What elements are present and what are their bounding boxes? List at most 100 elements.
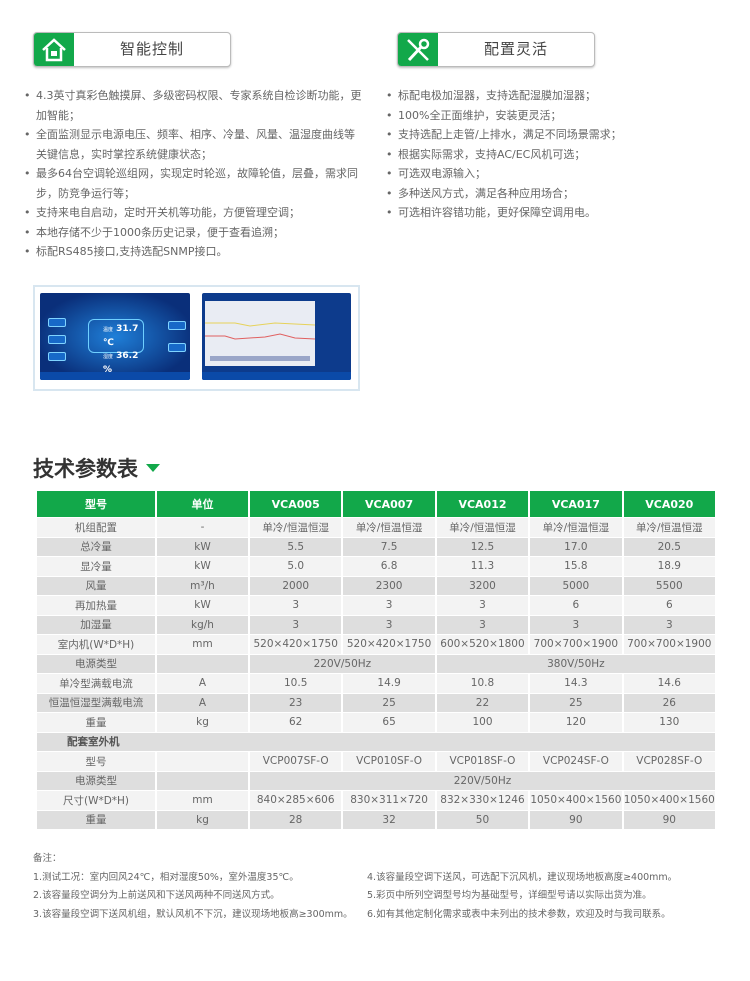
table-row: 尺寸(W*D*H) mm 840×285×606 830×311×720 832×330… [37,791,715,810]
list-item: 支持来电自启动，定时开关机等功能，方便管理空调； [24,203,364,223]
badge-flexible-config: 配置灵活 [397,32,595,67]
value-cell: 220V/50Hz [250,771,715,790]
unit-cell [157,654,248,673]
unit-cell [157,752,248,771]
value-cell: 830×311×720 [343,791,435,810]
value-cell: 3 [436,596,529,615]
unit-cell: kg [157,713,248,732]
notes-left: 备注： 1.测试工况：室内回风24℃，相对湿度50%，室外温度35℃。 2.该容… [33,850,363,924]
value-cell: 100 [436,713,529,732]
list-item: 4.3英寸真彩色触摸屏、多级密码权限、专家系统自检诊断功能，更加智能； [24,86,364,125]
column-header: VCA005 [250,491,342,517]
value-cell: 3 [343,596,435,615]
column-header: VCA012 [436,491,529,517]
row-label: 总冷量 [37,537,155,556]
value-cell: 25 [530,693,622,712]
unit-cell: kg [157,810,248,829]
section-title: 技术参数表 [33,453,160,483]
unit-cell: kW [157,537,248,556]
value-cell: 50 [436,810,529,829]
value-cell: 65 [343,713,435,732]
value-cell: 10.5 [250,674,342,693]
unit-cell: - [157,518,248,537]
value-cell: 90 [623,810,715,829]
list-item: 100%全正面维护，安装更灵活； [386,106,686,126]
value-cell: 单冷/恒温恒湿 [623,518,715,537]
value-cell: 6 [623,596,715,615]
temp-readout: 温度 31.7 ℃ 湿度 36.2 % [88,319,144,375]
value-cell: 3 [436,615,529,634]
row-label: 型号 [37,752,155,771]
value-cell: 130 [623,713,715,732]
value-cell: 520×420×1750 [250,635,342,654]
badge-label: 智能控制 [119,40,184,58]
unit-cell: kW [157,596,248,615]
list-item: 标配RS485接口,支持选配SNMP接口。 [24,242,364,262]
column-header: VCA017 [530,491,622,517]
value-cell: 7.5 [343,537,435,556]
features-right-list: 标配电极加湿器，支持选配湿膜加湿器； 100%全正面维护，安装更灵活； 支持选配… [386,86,686,223]
section-title-text: 技术参数表 [33,457,138,481]
table-section-row: 配套室外机 [37,732,715,751]
value-cell: 3 [530,615,622,634]
table-row: 显冷量 kW 5.0 6.8 11.3 15.8 18.9 [37,557,715,576]
value-cell: 22 [436,693,529,712]
value-cell: 5500 [623,576,715,595]
notes-right: 4.该容量段空调下送风，可选配下沉风机，建议现场地板高度≥400mm。 5.彩页… [367,869,737,925]
table-row: 恒温恒湿型满载电流 A 23 25 22 25 26 [37,693,715,712]
column-header: VCA020 [623,491,715,517]
unit-cell [157,771,248,790]
table-row: 总冷量 kW 5.5 7.5 12.5 17.0 20.5 [37,537,715,556]
row-label: 重量 [37,810,155,829]
row-label: 电源类型 [37,654,155,673]
value-cell: 62 [250,713,342,732]
table-row: 室内机(W*D*H) mm 520×420×1750 520×420×1750 600×… [37,635,715,654]
value-cell: 2300 [343,576,435,595]
value-cell: 17.0 [530,537,622,556]
value-cell: 520×420×1750 [343,635,435,654]
house-icon [34,33,74,66]
row-label: 再加热量 [37,596,155,615]
list-item: 根据实际需求，支持AC/EC风机可选； [386,145,686,165]
table-row: 风量 m³/h 2000 2300 3200 5000 5500 [37,576,715,595]
unit-cell: m³/h [157,576,248,595]
value-cell: 3 [623,615,715,634]
table-row: 机组配置 - 单冷/恒温恒湿 单冷/恒温恒湿 单冷/恒温恒湿 单冷/恒温恒湿 单冷/恒温恒湿 [37,518,715,537]
row-label: 恒温恒湿型满载电流 [37,693,155,712]
spec-table: 型号 单位 VCA005 VCA007 VCA012 VCA017 VCA020 机组配置 -… [35,490,717,830]
list-item: 可选相许容错功能，更好保障空调用电。 [386,203,686,223]
value-cell: 840×285×606 [250,791,342,810]
value-cell: 单冷/恒温恒湿 [436,518,529,537]
value-cell: 23 [250,693,342,712]
table-row: 电源类型 220V/50Hz [37,771,715,790]
unit-cell: kW [157,557,248,576]
row-label: 机组配置 [37,518,155,537]
table-row: 单冷型满载电流 A 10.5 14.9 10.8 14.3 14.6 [37,674,715,693]
table-row: 加湿量 kg/h 3 3 3 3 3 [37,615,715,634]
note-item: 4.该容量段空调下送风，可选配下沉风机，建议现场地板高度≥400mm。 [367,871,678,883]
note-item: 1.测试工况：室内回风24℃，相对湿度50%，室外温度35℃。 [33,871,299,883]
row-label: 尺寸(W*D*H) [37,791,155,810]
value-cell: 单冷/恒温恒湿 [530,518,622,537]
value-cell: 1050×400×1560 [530,791,622,810]
note-item: 2.该容量段空调分为上前送风和下送风两种不同送风方式。 [33,890,280,901]
features-left-list: 4.3英寸真彩色触摸屏、多级密码权限、专家系统自检诊断功能，更加智能； 全面监测… [24,86,364,262]
row-label: 重量 [37,713,155,732]
badge-label: 配置灵活 [483,40,548,58]
table-row: 重量 kg 62 65 100 120 130 [37,713,715,732]
notes-title: 备注： [33,853,62,864]
badge-smart-control: 智能控制 [33,32,231,67]
table-row: 型号 VCP007SF-O VCP010SF-O VCP018SF-O VCP024SF… [37,752,715,771]
value-cell: 20.5 [623,537,715,556]
note-item: 5.彩页中所列空调型号均为基础型号，详细型号请以实际出货为准。 [367,890,652,901]
value-cell: 120 [530,713,622,732]
value-cell: 2000 [250,576,342,595]
note-item: 3.该容量段空调下送风机组，默认风机不下沉，建议现场地板高≥300mm。 [33,908,353,920]
value-cell: 11.3 [436,557,529,576]
value-cell: 14.6 [623,674,715,693]
value-cell: 700×700×1900 [530,635,622,654]
section-label: 配套室外机 [37,732,715,751]
table-header-row: 型号 单位 VCA005 VCA007 VCA012 VCA017 VCA020 [37,491,715,517]
value-cell: 26 [623,693,715,712]
value-cell: 18.9 [623,557,715,576]
